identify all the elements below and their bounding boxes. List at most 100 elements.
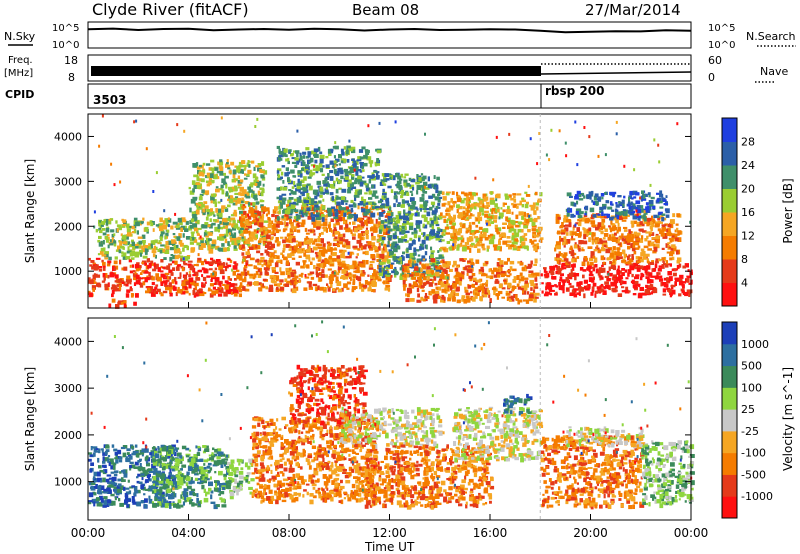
power-cell bbox=[603, 216, 609, 219]
power-cell bbox=[418, 279, 423, 284]
power-cell bbox=[188, 277, 194, 283]
power-cell bbox=[306, 211, 309, 214]
power-cell bbox=[555, 213, 559, 218]
power-cell bbox=[204, 258, 207, 262]
power-cell bbox=[528, 273, 533, 278]
power-cell bbox=[446, 276, 449, 280]
power-cell bbox=[536, 242, 539, 248]
power-cell bbox=[277, 155, 282, 160]
power-cell bbox=[578, 198, 584, 201]
power-cell bbox=[491, 207, 496, 212]
power-cell bbox=[439, 228, 443, 233]
power-cell bbox=[197, 257, 202, 262]
power-cell bbox=[375, 275, 379, 280]
power-cell bbox=[241, 244, 245, 249]
power-cell bbox=[210, 208, 213, 212]
power-cell bbox=[576, 245, 579, 248]
power-cell bbox=[689, 220, 692, 224]
power-cell bbox=[244, 265, 248, 269]
power-cell bbox=[403, 182, 407, 186]
power-cell bbox=[558, 285, 563, 290]
power-cell bbox=[649, 286, 655, 291]
power-cell bbox=[243, 230, 248, 234]
power-cell bbox=[384, 219, 388, 222]
power-cell bbox=[646, 205, 651, 211]
power-cell bbox=[401, 199, 405, 204]
power-cell bbox=[438, 196, 443, 199]
freq-line-late bbox=[540, 71, 692, 75]
power-cell bbox=[462, 206, 466, 210]
power-cell bbox=[232, 212, 236, 217]
power-cell bbox=[294, 271, 297, 274]
power-cell bbox=[496, 274, 501, 278]
power-cell bbox=[287, 199, 292, 204]
power-cell bbox=[536, 232, 541, 237]
power-cell bbox=[598, 228, 601, 232]
power-cell bbox=[177, 217, 182, 223]
power-cell bbox=[279, 221, 283, 225]
power-cell bbox=[497, 193, 501, 199]
power-cell bbox=[400, 265, 404, 269]
power-cell bbox=[569, 275, 573, 280]
power-cell bbox=[470, 230, 476, 234]
power-cell bbox=[488, 293, 491, 298]
power-cell bbox=[435, 238, 441, 241]
power-cell bbox=[413, 206, 418, 210]
power-cell bbox=[574, 195, 579, 200]
power-cell bbox=[228, 170, 232, 174]
power-cell bbox=[654, 287, 657, 291]
power-cell bbox=[517, 286, 522, 290]
power-cell bbox=[169, 256, 173, 262]
power-cell bbox=[439, 274, 445, 279]
power-cell bbox=[209, 261, 214, 265]
power-cell bbox=[642, 255, 647, 260]
power-cell bbox=[662, 217, 667, 221]
power-cell bbox=[513, 198, 517, 203]
power-cell bbox=[513, 276, 517, 281]
power-cell bbox=[431, 279, 435, 284]
power-cell bbox=[135, 221, 140, 227]
power-cell bbox=[367, 245, 372, 249]
power-cell bbox=[341, 207, 347, 211]
power-cell bbox=[368, 281, 372, 285]
power-cell bbox=[500, 273, 505, 278]
power-cell bbox=[341, 260, 346, 264]
power-cell bbox=[233, 197, 238, 201]
power-cell bbox=[148, 271, 151, 277]
power-cell bbox=[676, 260, 680, 264]
power-cell bbox=[316, 273, 320, 278]
power-cell bbox=[261, 188, 265, 194]
power-cell bbox=[454, 267, 459, 272]
power-cell bbox=[645, 208, 649, 213]
power-cell bbox=[374, 248, 379, 253]
power-cell bbox=[465, 198, 469, 204]
power-cell bbox=[99, 220, 103, 223]
power-cell bbox=[328, 228, 332, 232]
power-cell bbox=[479, 236, 483, 241]
power-cell bbox=[354, 177, 359, 183]
power-cell bbox=[367, 281, 370, 286]
power-cell bbox=[244, 272, 248, 277]
power-cell bbox=[452, 243, 457, 247]
power-cell bbox=[359, 181, 364, 187]
power-cell bbox=[241, 278, 247, 283]
power-cell bbox=[159, 227, 164, 232]
power-cell bbox=[433, 175, 436, 179]
power-cell bbox=[561, 279, 567, 283]
power-cell bbox=[676, 268, 679, 271]
power-cell bbox=[151, 221, 155, 225]
power-cell bbox=[195, 229, 199, 234]
power-cell bbox=[404, 234, 408, 239]
power-cell bbox=[652, 205, 656, 210]
power-cell bbox=[171, 239, 175, 244]
power-cell bbox=[193, 271, 199, 276]
power-cell bbox=[108, 303, 112, 308]
power-cell bbox=[636, 224, 641, 227]
power-cell bbox=[131, 231, 135, 234]
power-cell bbox=[621, 233, 624, 237]
power-cell bbox=[493, 246, 499, 251]
power-cell bbox=[371, 242, 375, 247]
power-cell bbox=[210, 257, 214, 261]
power-cell bbox=[192, 163, 197, 168]
power-cell bbox=[367, 124, 370, 128]
